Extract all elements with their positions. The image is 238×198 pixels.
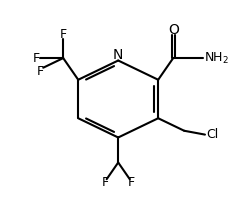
Text: Cl: Cl [206, 128, 218, 141]
Text: O: O [168, 23, 179, 37]
Text: F: F [32, 52, 40, 65]
Text: F: F [102, 176, 109, 189]
Text: F: F [60, 29, 67, 42]
Text: F: F [127, 176, 134, 189]
Text: NH$_2$: NH$_2$ [204, 50, 229, 66]
Text: F: F [37, 65, 44, 78]
Text: N: N [113, 48, 123, 62]
